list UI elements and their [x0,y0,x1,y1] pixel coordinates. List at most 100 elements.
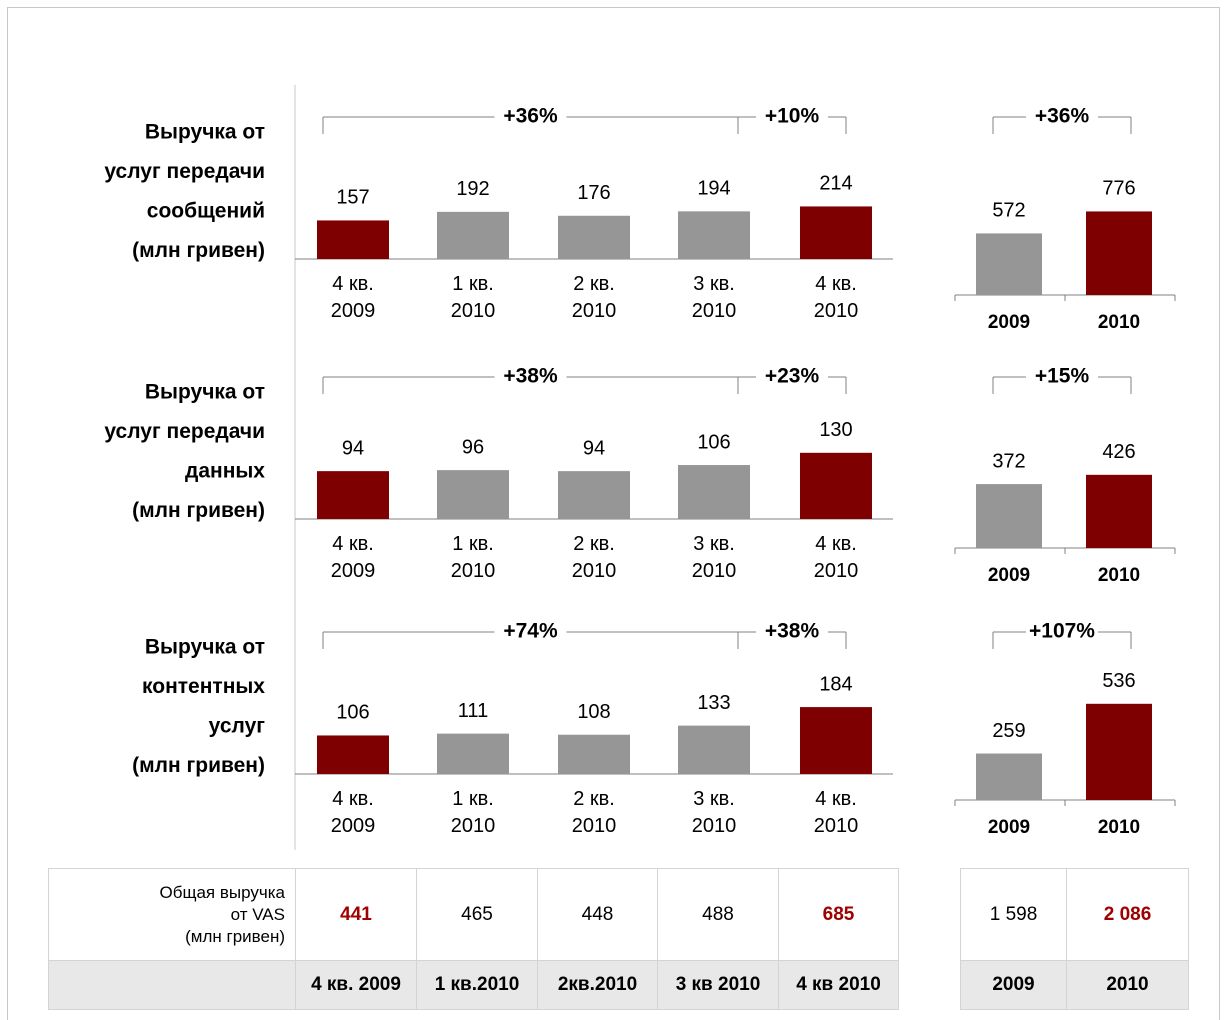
growth-label: +36% [1035,105,1090,128]
table-label: (млн гривен) [185,926,285,946]
label-bg [494,363,567,391]
value-label: 157 [336,187,369,209]
bar [437,470,509,519]
bar [1086,474,1152,548]
x-tick-label: 2 кв. 2010 [571,273,617,322]
value-label: 572 [992,200,1025,222]
x-tick-label: 1 кв. 2010 [450,533,496,582]
bar [1086,211,1152,295]
x-tick-label: 2 кв. 2010 [571,788,617,837]
bar [317,471,389,519]
table-header: 4 кв 2010 [778,960,899,1010]
x-tick-label: 4 кв. 2010 [813,273,859,322]
row-title: данных [185,460,265,483]
label-bg [756,103,828,131]
value-label: 259 [992,720,1025,742]
table-value: 1 598 [960,868,1067,961]
table-value: 685 [778,868,899,961]
value-label: 108 [577,701,610,723]
table-label: Общая выручка [159,882,285,902]
value-label: 194 [697,178,730,200]
value-label: 133 [697,692,730,714]
value-label: 106 [336,702,369,724]
value-label: 372 [992,450,1025,472]
growth-label: +107% [1029,620,1095,643]
row-title: (млн гривен) [132,239,265,262]
row-title: сообщений [147,200,265,223]
growth-label: +36% [503,105,558,128]
bar [317,735,389,774]
x-tick-label: 2009 [988,565,1030,586]
table-header: 1 кв.2010 [416,960,538,1010]
growth-label: +74% [503,620,558,643]
bar [800,707,872,774]
value-label: 176 [577,182,610,204]
table-header: 3 кв 2010 [657,960,779,1010]
table-header: 2кв.2010 [537,960,658,1010]
bar [317,220,389,259]
bar [437,733,509,774]
label-bg [756,363,828,391]
x-tick-label: 2009 [988,312,1030,333]
table-value: 488 [657,868,779,961]
x-tick-label: 1 кв. 2010 [450,273,496,322]
x-tick-label: 2010 [1098,817,1140,838]
label-bg [494,103,567,131]
value-label: 130 [819,419,852,441]
value-label: 426 [1102,441,1135,463]
table-label-cell: Общая выручка от VAS (млн гривен) [48,868,296,961]
bar [678,725,750,774]
row-title: Выручка от [145,381,265,404]
x-tick-label: 1 кв. 2010 [450,788,496,837]
growth-label: +23% [765,365,820,388]
table-value: 448 [537,868,658,961]
bar [976,233,1042,295]
label-bg [756,618,828,646]
value-label: 536 [1102,670,1135,692]
table-value: 465 [416,868,538,961]
table-header: 2009 [960,960,1067,1010]
row-title: услуг передачи [104,420,265,443]
label-bg [1026,618,1098,646]
x-tick-label: 2 кв. 2010 [571,533,617,582]
table-label: от VAS [230,904,285,924]
bar [800,452,872,519]
bar [976,484,1042,548]
bar [678,211,750,259]
row-title: (млн гривен) [132,754,265,777]
x-tick-label: 3 кв. 2010 [691,788,737,837]
row-title: контентных [142,675,265,698]
x-tick-label: 4 кв. 2009 [330,273,376,322]
bar [976,753,1042,800]
x-tick-label: 3 кв. 2010 [691,533,737,582]
growth-label: +10% [765,105,820,128]
table-header-cell [48,960,296,1010]
label-bg [1026,103,1098,131]
growth-label: +38% [503,365,558,388]
bar [678,465,750,519]
x-tick-label: 4 кв. 2009 [330,533,376,582]
table-value: 441 [295,868,417,961]
table-value: 2 086 [1066,868,1189,961]
value-label: 94 [342,437,364,459]
bar [558,215,630,259]
value-label: 111 [458,700,488,722]
row-title: услуг [209,715,266,738]
value-label: 776 [1102,178,1135,200]
growth-label: +15% [1035,365,1090,388]
value-label: 96 [462,436,484,458]
frame [7,7,1220,1020]
label-bg [494,618,567,646]
bar [800,206,872,259]
x-tick-label: 3 кв. 2010 [691,273,737,322]
value-label: 192 [456,178,489,200]
bar [1086,703,1152,800]
x-tick-label: 2010 [1098,312,1140,333]
bar [558,471,630,519]
x-tick-label: 2010 [1098,565,1140,586]
row-title: услуг передачи [104,160,265,183]
x-tick-label: 2009 [988,817,1030,838]
value-label: 106 [697,431,730,453]
